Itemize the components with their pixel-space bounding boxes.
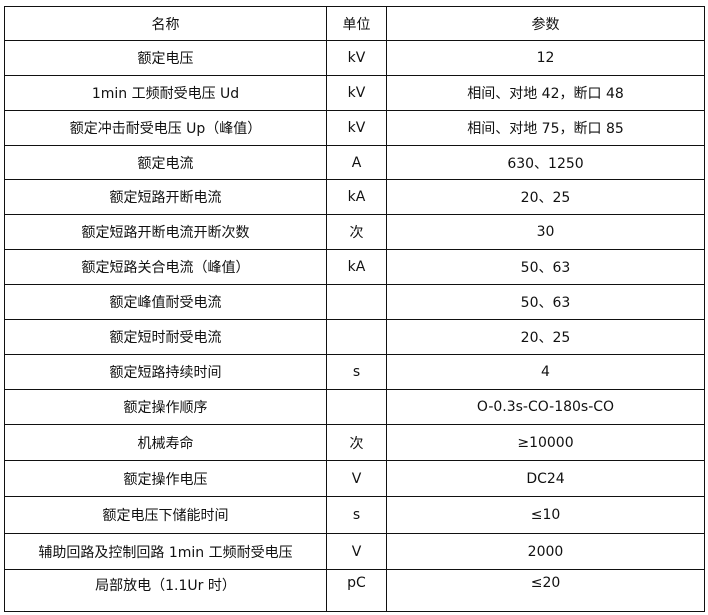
cell-name: 额定短路开断电流 [4, 179, 327, 215]
cell-unit: V [326, 460, 387, 497]
table-header-row: 名称 单位 参数 [4, 6, 705, 41]
cell-name: 额定电压 [4, 40, 327, 76]
cell-unit: pC [326, 569, 387, 612]
table-row: 额定短路开断电流 kA 20、25 [4, 179, 705, 215]
cell-value: 相间、对地 42，断口 48 [386, 75, 705, 111]
table-body: 额定电压 kV 12 1min 工频耐受电压 Ud kV 相间、对地 42，断口 48 额定… [4, 40, 705, 612]
table-row: 机械寿命次 ≥10000 [4, 424, 705, 461]
cell-name: 额定峰值耐受电流 [4, 284, 327, 320]
table-row: 额定短时耐受电流 20、25 [4, 319, 705, 355]
cell-value: O-0.3s-CO-180s-CO [386, 389, 705, 425]
cell-unit: kV [326, 110, 387, 146]
cell-unit: kV [326, 40, 387, 76]
cell-unit [326, 284, 387, 320]
cell-unit: s [326, 496, 387, 534]
cell-value: 4 [386, 354, 705, 390]
table-row: 额定短路持续时间 s 4 [4, 354, 705, 390]
cell-value: ≥10000 [386, 424, 705, 461]
cell-name: 额定冲击耐受电压 Up（峰值） [4, 110, 327, 146]
cell-name: 额定短路关合电流（峰值） [4, 249, 327, 285]
cell-value: 20、25 [386, 319, 705, 355]
cell-name: 额定短时耐受电流 [4, 319, 327, 355]
cell-name: 额定电流 [4, 145, 327, 180]
table-row: 1min 工频耐受电压 Ud kV 相间、对地 42，断口 48 [4, 75, 705, 111]
cell-name: 机械寿命 [4, 424, 327, 461]
cell-name: 额定短路开断电流开断次数 [4, 214, 327, 250]
cell-name: 额定操作顺序 [4, 389, 327, 425]
table-row: 额定操作电压 V DC24 [4, 460, 705, 497]
cell-name: 1min 工频耐受电压 Ud [4, 75, 327, 111]
cell-name: 额定电压下储能时间 [4, 496, 327, 534]
cell-name: 额定短路持续时间 [4, 354, 327, 390]
specification-table: 名称 单位 参数 额定电压 kV 12 1min 工频耐受电压 Ud kV 相间、对地 4… [4, 6, 705, 612]
cell-unit: kV [326, 75, 387, 111]
cell-unit [326, 389, 387, 425]
header-value: 参数 [386, 6, 705, 41]
table-row: 额定冲击耐受电压 Up（峰值） kV 相间、对地 75，断口 85 [4, 110, 705, 146]
cell-unit: 次 [326, 424, 387, 461]
cell-value: DC24 [386, 460, 705, 497]
cell-value: 50、63 [386, 249, 705, 285]
cell-name: 辅助回路及控制回路 1min 工频耐受电压 [4, 533, 327, 570]
cell-unit: kA [326, 249, 387, 285]
cell-value: 2000 [386, 533, 705, 570]
cell-value: 630、1250 [386, 145, 705, 180]
cell-value: ≤10 [386, 496, 705, 534]
cell-unit: kA [326, 179, 387, 215]
table-row: 辅助回路及控制回路 1min 工频耐受电压 V 2000 [4, 533, 705, 570]
table-row: 额定电压 kV 12 [4, 40, 705, 76]
cell-unit: A [326, 145, 387, 180]
cell-name: 局部放电（1.1Ur 时） [4, 569, 327, 612]
table-row: 额定电压下储能时间 s ≤10 [4, 496, 705, 534]
table-row: 额定短路关合电流（峰值） kA 50、63 [4, 249, 705, 285]
cell-unit: V [326, 533, 387, 570]
cell-unit: 次 [326, 214, 387, 250]
table-row: 额定短路开断电流开断次数次 30 [4, 214, 705, 250]
cell-value: 20、25 [386, 179, 705, 215]
cell-value: ≤20 [386, 569, 705, 612]
cell-value: 相间、对地 75，断口 85 [386, 110, 705, 146]
header-unit: 单位 [326, 6, 387, 41]
cell-value: 12 [386, 40, 705, 76]
table-row: 局部放电（1.1Ur 时） pC ≤20 [4, 569, 705, 612]
table-row: 额定峰值耐受电流 50、63 [4, 284, 705, 320]
cell-unit [326, 319, 387, 355]
cell-value: 50、63 [386, 284, 705, 320]
header-name: 名称 [4, 6, 327, 41]
cell-name: 额定操作电压 [4, 460, 327, 497]
table-row: 额定操作顺序 O-0.3s-CO-180s-CO [4, 389, 705, 425]
cell-value: 30 [386, 214, 705, 250]
cell-unit: s [326, 354, 387, 390]
table-row: 额定电流 A 630、1250 [4, 145, 705, 180]
